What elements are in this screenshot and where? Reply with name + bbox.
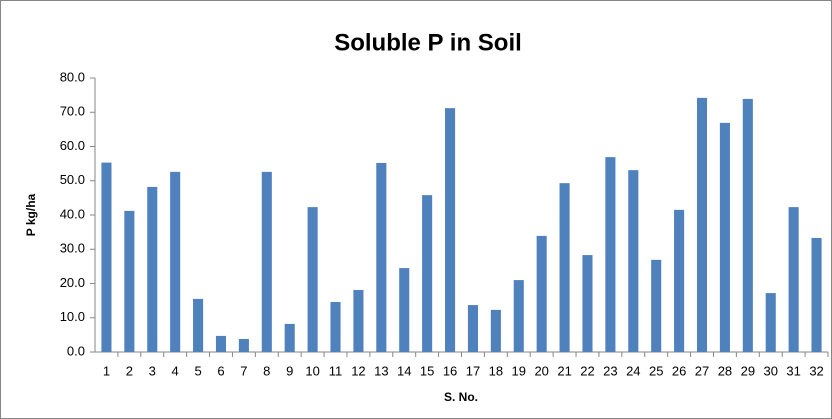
- x-tick-label: 30: [764, 363, 778, 378]
- x-tick-label: 23: [603, 363, 617, 378]
- bar: [513, 280, 524, 352]
- x-tick-label: 15: [420, 363, 434, 378]
- bar: [742, 98, 753, 352]
- bar: [193, 298, 204, 352]
- y-tick-label: 30.0: [60, 241, 85, 256]
- x-tick-label: 31: [786, 363, 800, 378]
- bar: [765, 293, 776, 352]
- bar: [605, 157, 616, 352]
- bar: [376, 162, 387, 352]
- y-tick-label: 40.0: [60, 206, 85, 221]
- x-tick-label: 3: [149, 363, 156, 378]
- bar: [674, 209, 685, 352]
- x-tick-label: 2: [126, 363, 133, 378]
- x-axis-label: S. No.: [444, 390, 478, 404]
- bar: [467, 305, 478, 352]
- y-tick-label: 50.0: [60, 172, 85, 187]
- y-tick-label: 0.0: [67, 343, 85, 358]
- x-tick-label: 21: [557, 363, 571, 378]
- bar: [307, 207, 318, 352]
- bar: [696, 97, 708, 353]
- y-tick-label: 60.0: [60, 138, 85, 153]
- bar: [719, 122, 730, 353]
- x-tick-label: 10: [305, 363, 319, 378]
- bar: [536, 235, 547, 352]
- x-tick-label: 13: [374, 363, 388, 378]
- bar: [261, 171, 272, 352]
- x-tick-label: 12: [351, 363, 365, 378]
- x-tick-label: 1: [103, 363, 110, 378]
- bar: [811, 237, 822, 352]
- x-tick-label: 19: [512, 363, 526, 378]
- bar: [788, 207, 799, 352]
- x-tick-label: 32: [809, 363, 823, 378]
- y-tick-label: 80.0: [60, 69, 85, 84]
- bar: [399, 268, 410, 352]
- bar: [628, 170, 639, 352]
- x-tick-label: 20: [534, 363, 548, 378]
- x-tick-label: 5: [194, 363, 201, 378]
- x-tick-label: 26: [672, 363, 686, 378]
- x-tick-label: 9: [286, 363, 293, 378]
- chart-title: Soluble P in Soil: [334, 29, 522, 56]
- x-tick-label: 16: [443, 363, 457, 378]
- bar: [353, 290, 364, 352]
- y-tick-label: 20.0: [60, 275, 85, 290]
- x-tick-label: 24: [626, 363, 640, 378]
- bar: [147, 186, 158, 352]
- x-tick-label: 11: [329, 363, 343, 378]
- bar: [330, 301, 341, 352]
- bar: [559, 183, 570, 352]
- bar: [582, 255, 593, 352]
- bar: [445, 108, 456, 352]
- bar: [422, 195, 433, 352]
- x-tick-label: 18: [489, 363, 503, 378]
- x-tick-label: 29: [741, 363, 755, 378]
- y-tick-label: 10.0: [60, 309, 85, 324]
- x-tick-label: 7: [240, 363, 247, 378]
- bar: [284, 323, 295, 352]
- x-tick-label: 8: [263, 363, 270, 378]
- y-tick-label: 70.0: [60, 104, 85, 119]
- bar: [101, 162, 112, 352]
- bar: [651, 259, 662, 352]
- x-tick-label: 4: [172, 363, 179, 378]
- x-tick-label: 22: [580, 363, 594, 378]
- bar: [215, 335, 227, 352]
- x-tick-label: 6: [217, 363, 224, 378]
- x-tick-label: 27: [695, 363, 709, 378]
- bar: [490, 309, 501, 352]
- x-tick-label: 17: [466, 363, 480, 378]
- x-tick-label: 25: [649, 363, 663, 378]
- bar: [124, 210, 135, 352]
- y-axis-label: P kg/ha: [24, 193, 38, 236]
- x-tick-label: 28: [718, 363, 732, 378]
- bar: [238, 338, 249, 352]
- x-tick-label: 14: [397, 363, 411, 378]
- bar: [170, 171, 181, 352]
